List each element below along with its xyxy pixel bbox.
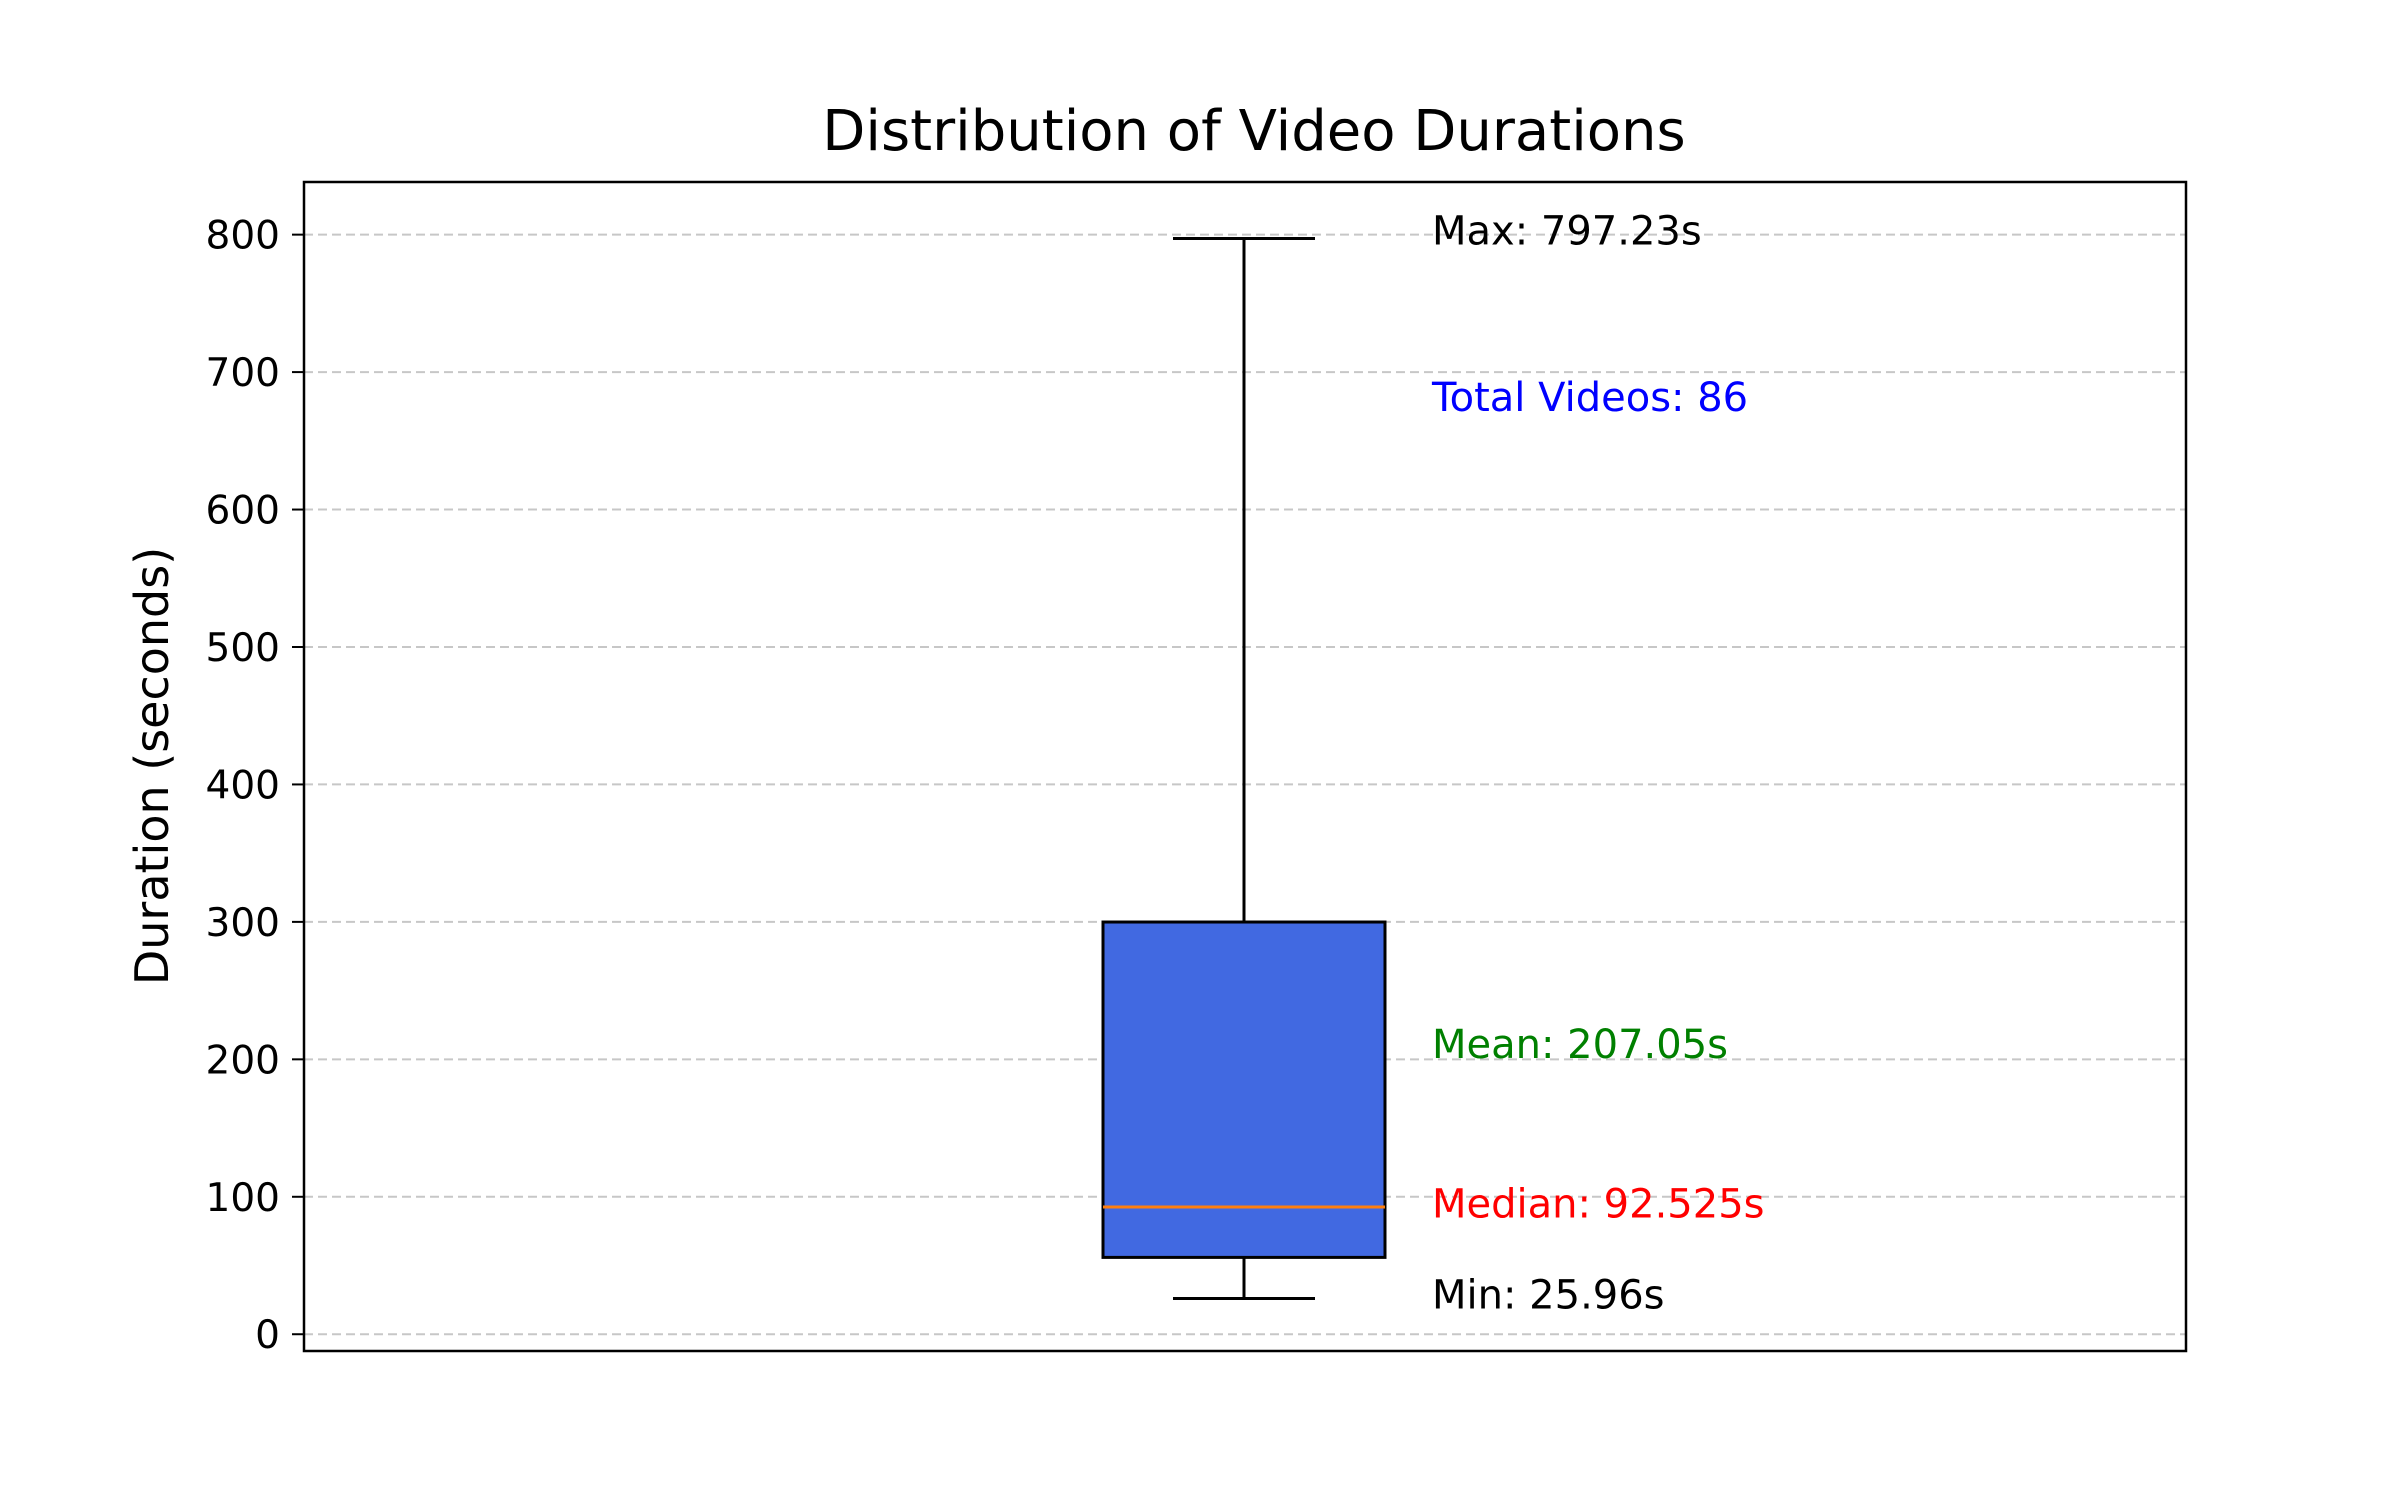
total-annotation: Total Videos: 86 xyxy=(1431,375,1748,421)
y-tick-label: 600 xyxy=(206,489,280,534)
box-plot xyxy=(1101,236,1387,1301)
mean-annotation: Mean: 207.05s xyxy=(1432,1022,1728,1068)
median-annotation: Median: 92.525s xyxy=(1432,1182,1764,1228)
y-tick-label: 0 xyxy=(255,1313,280,1358)
min-annotation: Min: 25.96s xyxy=(1432,1272,1665,1318)
y-tick-label: 200 xyxy=(206,1038,280,1083)
max-annotation: Max: 797.23s xyxy=(1432,209,1702,255)
y-axis-label: Duration (seconds) xyxy=(125,547,179,985)
chart-title: Distribution of Video Durations xyxy=(822,99,1685,164)
y-axis-ticks: 0 100 200 300 400 500 600 700 800 xyxy=(206,214,304,1358)
y-tick-label: 400 xyxy=(206,763,280,808)
y-tick-label: 700 xyxy=(206,351,280,396)
y-tick-label: 300 xyxy=(206,901,280,946)
y-tick-label: 100 xyxy=(206,1176,280,1221)
interquartile-box xyxy=(1101,920,1387,1259)
annotations: Max: 797.23s Total Videos: 86 Mean: 207.05… xyxy=(1431,209,1764,1319)
y-tick-label: 800 xyxy=(206,214,280,259)
plot-area-frame xyxy=(302,180,2188,1353)
y-tick-label: 500 xyxy=(206,626,280,671)
